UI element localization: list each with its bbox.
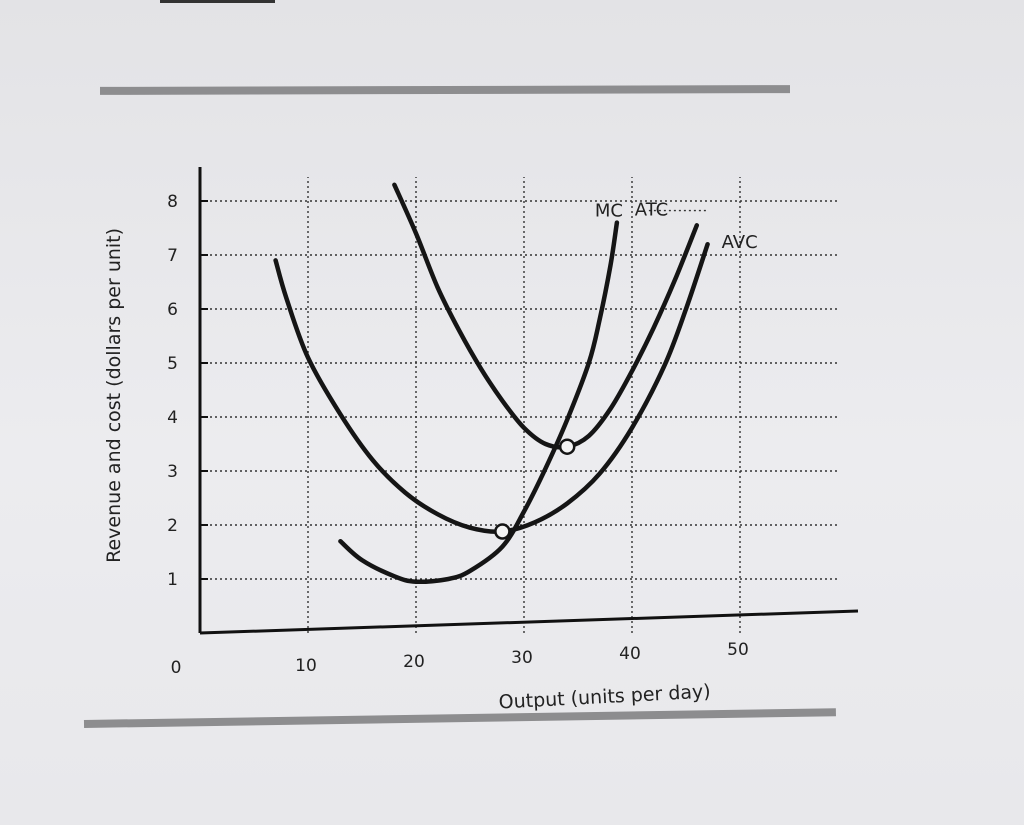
x-axis-title: Output (units per day) <box>498 680 711 713</box>
atc-curve <box>392 182 700 450</box>
y-tick-label-8: 8 <box>167 192 178 212</box>
intersection-point-2 <box>558 438 576 455</box>
x-tick-label-40: 40 <box>619 644 641 664</box>
y-tick-label-2: 2 <box>167 516 178 536</box>
avc-label: AVC <box>722 232 758 253</box>
axes <box>198 167 859 635</box>
grid-lines <box>200 177 838 633</box>
x-tick-label-30: 30 <box>511 648 533 668</box>
origin-label: 0 <box>171 658 182 678</box>
y-axis-title: Revenue and cost (dollars per unit) <box>103 228 125 563</box>
x-tick-label-20: 20 <box>403 652 425 672</box>
x-tick-label-50: 50 <box>727 640 749 660</box>
corner-rule <box>160 0 275 3</box>
x-axis-line <box>199 609 859 635</box>
atc-label: ATC <box>635 199 668 220</box>
y-tick-label-6: 6 <box>167 300 178 320</box>
mc-label: MC <box>595 201 623 222</box>
y-tick-label-1: 1 <box>167 570 178 590</box>
intersection-point-1 <box>494 523 511 540</box>
avc-curve <box>273 241 710 534</box>
x-tick-label-10: 10 <box>295 656 317 676</box>
y-tick-label-5: 5 <box>167 354 178 374</box>
y-tick-label-7: 7 <box>167 246 178 266</box>
curves <box>273 182 710 585</box>
y-tick-label-3: 3 <box>167 462 178 482</box>
intersection-points <box>494 438 576 540</box>
y-tick-label-4: 4 <box>167 408 178 428</box>
